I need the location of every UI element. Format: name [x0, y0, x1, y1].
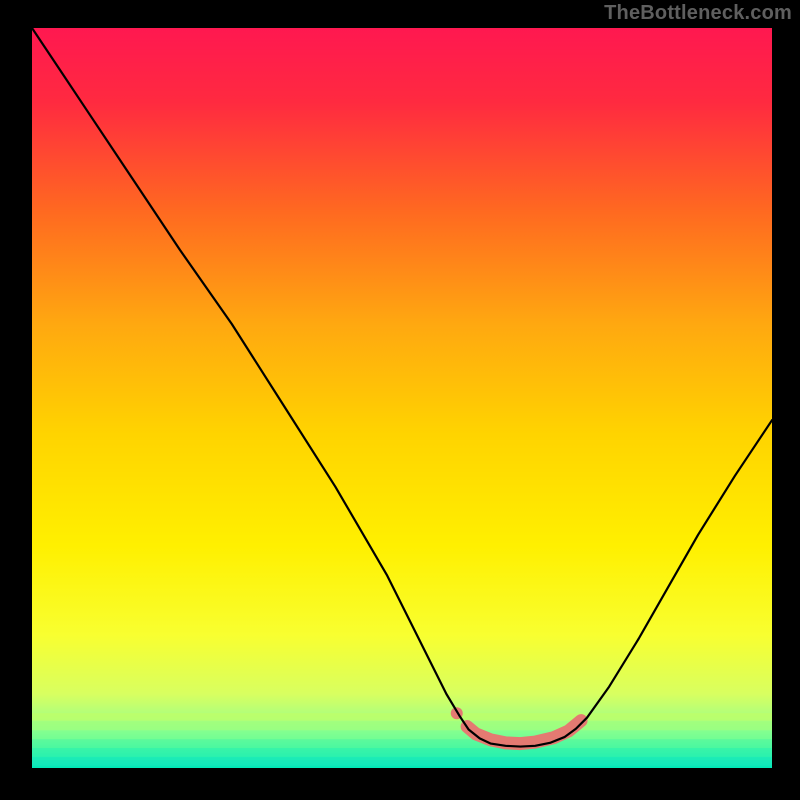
chart-svg [32, 28, 772, 768]
bottom-stripe [32, 721, 772, 730]
attribution-label: TheBottleneck.com [604, 2, 792, 25]
gradient-background [32, 28, 772, 768]
bottom-stripe [32, 757, 772, 766]
bottom-stripe [32, 739, 772, 748]
bottom-stripe [32, 730, 772, 739]
bottom-stripe [32, 713, 772, 720]
chart-container: TheBottleneck.com [0, 0, 800, 800]
plot-area [32, 28, 772, 768]
bottom-stripe [32, 748, 772, 757]
